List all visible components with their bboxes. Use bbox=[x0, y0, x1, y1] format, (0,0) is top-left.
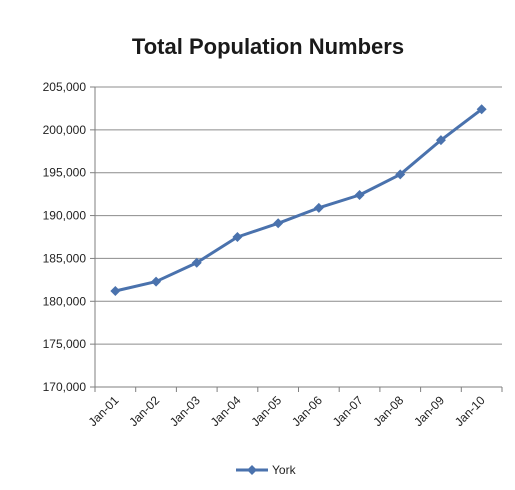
y-tick-label: 170,000 bbox=[43, 380, 87, 394]
x-tick-label: Jan-03 bbox=[167, 393, 203, 429]
y-axis-tick-labels: 170,000 175,000 180,000 185,000 190,000 195,0… bbox=[43, 80, 87, 394]
x-tick-label: Jan-01 bbox=[86, 393, 122, 429]
y-tick-label: 200,000 bbox=[43, 123, 87, 137]
data-point bbox=[476, 104, 487, 115]
y-tick-label: 185,000 bbox=[43, 251, 87, 265]
x-tick-label: Jan-10 bbox=[452, 393, 488, 429]
data-point bbox=[313, 202, 324, 213]
series-york bbox=[110, 104, 487, 296]
data-point bbox=[273, 218, 284, 229]
data-point bbox=[110, 286, 121, 296]
x-tick-label: Jan-04 bbox=[208, 393, 244, 429]
x-tick-label: Jan-09 bbox=[411, 393, 447, 429]
data-point bbox=[354, 190, 365, 200]
chart-title: Total Population Numbers bbox=[132, 34, 404, 59]
legend: York bbox=[236, 463, 297, 477]
data-point bbox=[151, 276, 162, 287]
gridlines bbox=[95, 86, 502, 345]
series-line bbox=[115, 108, 483, 293]
x-tick-label: Jan-05 bbox=[248, 393, 284, 429]
y-tick-label: 205,000 bbox=[43, 80, 87, 94]
data-point bbox=[435, 135, 446, 146]
legend-diamond-marker bbox=[247, 465, 257, 475]
data-point bbox=[232, 232, 243, 242]
axes bbox=[90, 86, 503, 392]
y-tick-label: 180,000 bbox=[43, 294, 87, 308]
y-tick-label: 190,000 bbox=[43, 209, 87, 223]
legend-label-york: York bbox=[272, 463, 297, 477]
y-tick-label: 195,000 bbox=[43, 166, 87, 180]
x-tick-label: Jan-07 bbox=[330, 393, 366, 429]
y-tick-label: 175,000 bbox=[43, 337, 87, 351]
x-tick-label: Jan-08 bbox=[371, 393, 407, 429]
x-tick-label: Jan-02 bbox=[126, 393, 162, 429]
x-axis-tick-labels: Jan-01 Jan-02 Jan-03 Jan-04 Jan-05 Jan-06 Jan-… bbox=[86, 393, 488, 429]
x-tick-label: Jan-06 bbox=[289, 393, 325, 429]
data-point bbox=[191, 257, 202, 268]
data-point bbox=[395, 169, 406, 180]
